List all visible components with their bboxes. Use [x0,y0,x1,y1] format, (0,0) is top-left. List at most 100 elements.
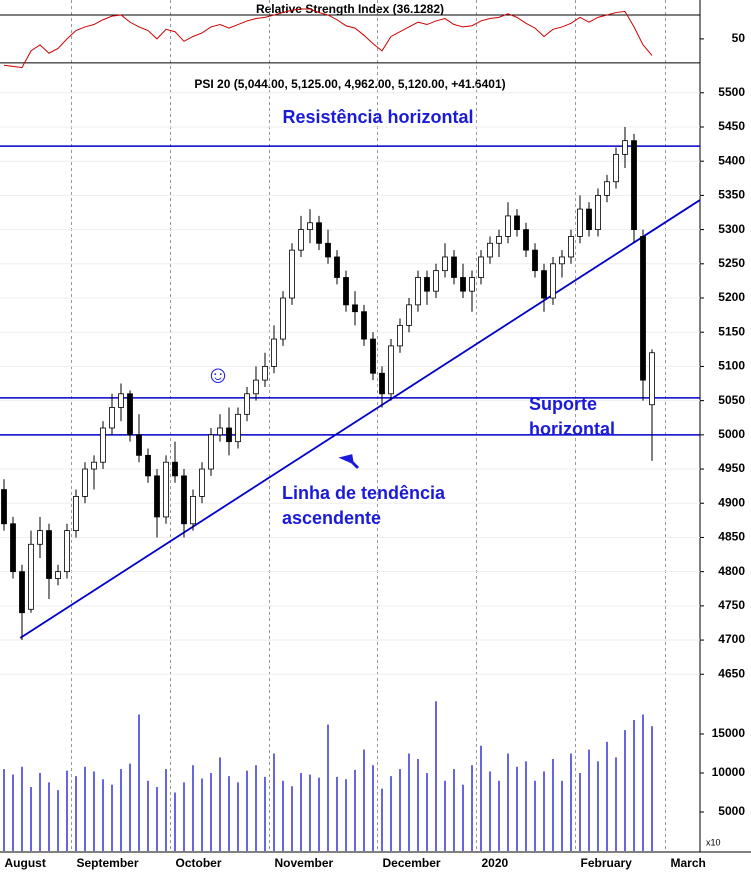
x-tick-label: February [581,856,633,870]
candle-body [136,434,142,456]
y-tick-label: 5350 [718,188,745,202]
candle-body [235,413,241,443]
y-tick-label: 5200 [718,290,745,304]
candle-body [541,270,547,299]
y-tick-label: 5100 [718,359,745,373]
candle-body [478,256,484,278]
annotation: ☺ [206,361,231,388]
candle-body [577,208,583,237]
candle-body [73,496,79,532]
y-tick-label: 5000 [718,804,745,818]
y-tick-label: 50 [732,31,746,45]
candle-body [397,324,403,347]
candle-body [19,571,25,614]
candle-body [244,393,250,415]
y-tick-label: 5500 [718,85,745,99]
x-tick-label: October [176,856,222,870]
rsi-title: Relative Strength Index (36.1282) [256,2,444,16]
y-tick-label: 5450 [718,119,745,133]
annotation: horizontal [529,419,615,439]
candle-body [271,338,277,367]
candle-body [46,530,52,579]
candle-body [253,379,259,395]
candle-body [163,461,169,518]
candle-body [622,140,628,155]
x-tick-label: August [5,856,46,870]
candle-body [334,256,340,278]
y-tick-label: 15000 [712,726,746,740]
annotation: Resistência horizontal [282,107,473,127]
candle-body [370,338,376,374]
candle-body [532,249,538,272]
y-tick-label: 4850 [718,530,745,544]
candle-body [379,372,385,395]
rsi-line [3,8,653,69]
candle-body [37,530,43,545]
annotation-arrow [338,454,360,470]
candle-body [631,140,637,231]
candle-body [433,270,439,292]
candle-body [469,277,475,292]
candle-body [118,393,124,408]
candle-body [145,454,151,477]
candle-body [613,153,619,183]
candle-body [415,277,421,306]
candle-body [568,236,574,258]
x-tick-label: 2020 [482,856,509,870]
candle-body [442,256,448,272]
candle-body [496,236,502,244]
candle-body [406,304,412,326]
annotation: ascendente [282,508,381,528]
volume-scale-label: x10 [706,837,721,847]
candle-body [505,215,511,237]
y-tick-label: 4950 [718,461,745,475]
candle-body [64,530,70,573]
candle-body [388,345,394,395]
candle-body [298,229,304,251]
x-tick-label: December [383,856,441,870]
candle-body [109,407,115,429]
candle-body [640,236,646,381]
candle-body [217,427,223,436]
y-tick-label: 5400 [718,153,745,167]
candle-body [586,208,592,231]
trend-line [19,199,701,639]
candle-body [559,256,565,265]
candle-body [10,523,16,573]
price-title: PSI 20 (5,044.00, 5,125.00, 4,962.00, 5,… [194,77,505,91]
candle-body [172,461,178,477]
candle-body [181,475,187,525]
candle-body [100,427,106,463]
candle-body [460,277,466,292]
candle-body [190,496,196,525]
candle-body [487,242,493,258]
candle-body [82,468,88,497]
candle-body [451,256,457,278]
y-tick-label: 4650 [718,666,745,680]
candle-body [28,543,34,610]
y-tick-label: 10000 [712,765,746,779]
candle-body [208,434,214,470]
candle-body [523,229,529,251]
candle-body [514,215,520,231]
y-tick-label: 5050 [718,393,745,407]
annotation: Linha de tendência [282,483,446,503]
candle-body [226,427,232,443]
y-tick-label: 4750 [718,598,745,612]
candle-body [127,393,133,436]
candle-body [307,222,313,231]
candle-body [280,297,286,340]
y-tick-label: 5300 [718,222,745,236]
candle-body [604,181,610,196]
candle-body [352,304,358,313]
candle-body [91,461,97,470]
candle-body [199,468,205,497]
y-tick-label: 4900 [718,495,745,509]
candle-body [649,352,655,406]
candle-body [595,195,601,231]
candle-body [550,263,556,299]
candle-body [55,571,61,579]
candle-body [289,249,295,299]
y-tick-label: 4800 [718,564,745,578]
